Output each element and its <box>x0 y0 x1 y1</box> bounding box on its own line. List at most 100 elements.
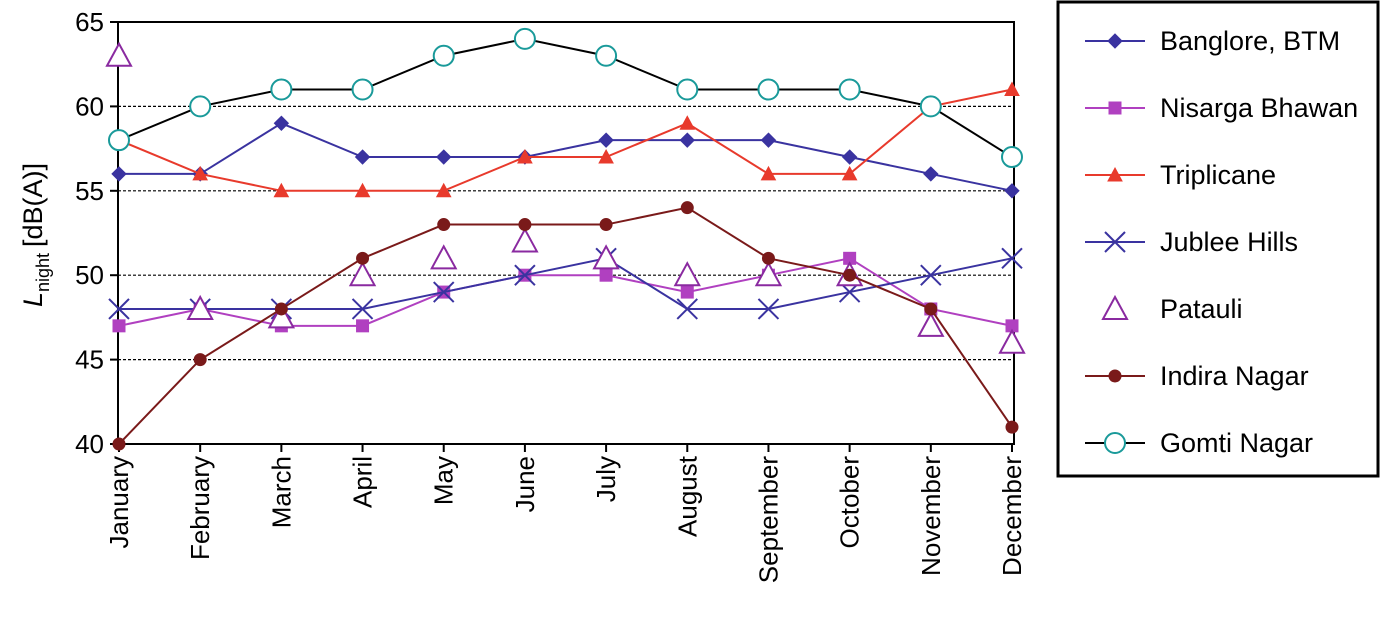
legend-item: Banglore, BTM <box>1085 26 1340 56</box>
data-point <box>511 227 539 253</box>
data-point <box>513 27 536 50</box>
data-point <box>267 303 296 329</box>
data-point <box>754 261 783 287</box>
data-point <box>599 218 613 232</box>
x-stroke <box>108 298 130 320</box>
x-stroke <box>351 298 374 320</box>
y-tick-label: 65 <box>75 7 104 37</box>
y-axis-title: Lnight [dB(A)] <box>18 163 53 307</box>
data-point <box>676 298 698 320</box>
data-point <box>1005 420 1019 434</box>
x-stroke <box>757 298 780 320</box>
data-point <box>1004 81 1020 97</box>
data-point <box>924 302 938 316</box>
data-point <box>598 132 614 148</box>
legend-label: Jublee Hills <box>1160 227 1298 257</box>
legend-label: Triplicane <box>1160 160 1276 190</box>
legend-marker <box>1107 33 1123 49</box>
data-point <box>354 182 371 198</box>
legend-item: Patauli <box>1101 294 1243 324</box>
y-axis-title-sub: night <box>33 253 53 292</box>
data-point <box>757 78 780 101</box>
x-axis: January February March April May June July Augu… <box>104 444 1027 583</box>
data-point <box>760 165 777 181</box>
legend-marker <box>1107 166 1123 182</box>
series-patauli <box>105 41 1026 354</box>
data-point <box>680 285 694 299</box>
plot-border <box>117 21 1015 445</box>
data-point <box>518 218 532 232</box>
data-point <box>761 251 775 265</box>
x-tick-label: August <box>672 455 702 537</box>
data-point <box>680 201 694 215</box>
data-point <box>435 182 452 198</box>
y-tick-label: 55 <box>75 176 104 206</box>
series-line <box>118 257 1013 327</box>
series-gomti-nagar <box>108 27 1023 169</box>
data-point <box>1001 247 1023 270</box>
x-tick-label: December <box>997 456 1027 576</box>
legend-item: Nisarga Bhawan <box>1085 93 1358 123</box>
x-tick-label: March <box>266 456 296 528</box>
data-point <box>919 95 942 118</box>
data-point <box>356 319 370 333</box>
x-stroke <box>676 298 698 320</box>
data-point <box>517 148 533 164</box>
legend: Banglore, BTM Nisarga Bhawan Triplicane Jub… <box>1056 0 1380 478</box>
data-point <box>348 261 377 287</box>
data-point <box>351 298 374 320</box>
x-tick-label: July <box>591 456 621 502</box>
data-point <box>270 78 293 101</box>
data-point <box>841 165 858 181</box>
data-point <box>599 268 613 282</box>
legend-marker <box>1108 369 1122 383</box>
data-point <box>514 264 536 286</box>
legend-marker <box>1108 101 1122 115</box>
legend-marker <box>1101 294 1129 320</box>
x-tick-label: June <box>510 456 540 512</box>
data-point <box>679 115 696 130</box>
data-point <box>273 115 290 131</box>
series-line <box>119 257 1013 310</box>
data-point <box>917 311 945 337</box>
legend-item: Jublee Hills <box>1085 227 1298 257</box>
legend-marker <box>1104 231 1126 253</box>
x-stroke <box>920 264 942 286</box>
plot-area <box>117 21 1015 445</box>
x-stroke <box>433 281 455 303</box>
grid-lines <box>118 105 1014 361</box>
series-indira-nagar <box>112 201 1019 451</box>
data-point <box>432 44 455 67</box>
x-tick-label: November <box>916 456 946 576</box>
data-point <box>274 302 288 316</box>
data-point <box>673 261 701 287</box>
x-stroke <box>1104 231 1126 253</box>
data-point <box>436 149 452 165</box>
data-point <box>1001 146 1023 169</box>
y-tick-label: 50 <box>75 260 104 290</box>
series-jublee-hills <box>108 247 1023 320</box>
data-point <box>112 319 126 333</box>
y-axis: 40 45 50 55 60 65 <box>75 7 118 459</box>
legend-label: Nisarga Bhawan <box>1160 93 1358 123</box>
data-point <box>356 251 370 265</box>
data-point <box>192 165 209 181</box>
legend-item: Gomti Nagar <box>1085 428 1313 458</box>
data-point <box>433 281 455 303</box>
legend-label: Patauli <box>1160 294 1243 324</box>
data-point <box>273 182 290 198</box>
data-point <box>193 353 207 367</box>
data-point <box>1004 183 1020 199</box>
series-line <box>118 88 1013 192</box>
x-tick-label: January <box>104 456 134 549</box>
series-line <box>118 37 1013 158</box>
data-point <box>920 264 942 286</box>
y-tick-label: 40 <box>75 429 104 459</box>
data-point <box>679 132 695 148</box>
y-axis-title-main: L <box>18 292 48 307</box>
data-point <box>186 294 214 320</box>
data-point <box>676 78 699 101</box>
data-point <box>998 328 1026 354</box>
y-axis-title-unit: [dB(A)] <box>18 163 48 247</box>
